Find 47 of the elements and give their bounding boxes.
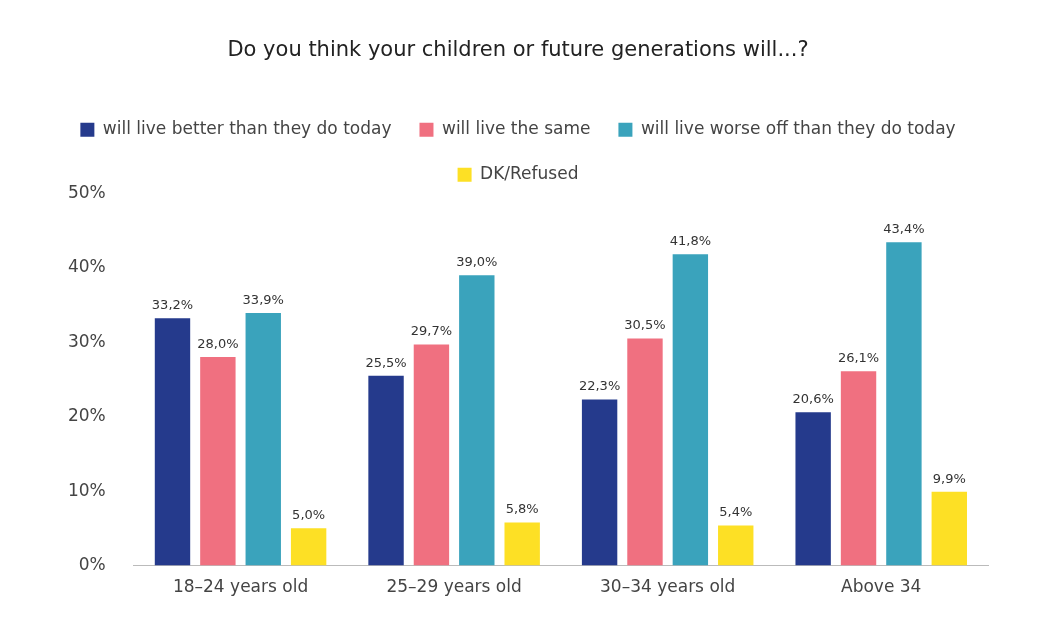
bar [413,344,450,566]
bar [245,313,281,566]
data-label: 39,0% [456,254,498,269]
data-label: 28,0% [197,335,239,351]
legend-label: DK/Refused [480,163,579,184]
y-tick-label: 10% [67,479,106,500]
bar [627,338,663,566]
bar [886,242,922,566]
bar [672,254,709,566]
data-label: 20,6% [792,391,834,407]
x-tick-label: Above 34 [841,576,922,597]
bar [290,528,327,566]
y-tick-label: 20% [67,405,106,426]
data-label: 5,4% [719,504,753,520]
bar [931,491,967,566]
data-label: 25,5% [365,354,407,370]
legend-label: will live better than they do today [102,118,392,139]
legend-label: will live worse off than they do today [640,118,956,139]
bar [368,375,404,566]
y-tick-label: 30% [67,330,106,351]
chart-title: Do you think your children or future generations will...? [227,37,809,62]
bar [581,399,618,566]
data-label: 33,2% [151,297,194,313]
bar [154,318,191,566]
bar [504,522,540,566]
x-tick-label: 30–34 years old [600,576,736,597]
data-label: 9,9% [932,470,966,486]
data-label: 30,5% [624,317,666,333]
data-label: 5,0% [292,507,326,523]
y-tick-label: 40% [67,256,106,277]
x-tick-label: 25–29 years old [386,576,522,597]
y-tick-label: 50% [67,181,106,202]
data-label: 5,8% [505,501,539,517]
bar [840,371,877,566]
x-tick-label: 18–24 years old [172,576,309,597]
data-label: 41,8% [669,233,712,249]
data-label: 33,9% [242,291,284,307]
y-tick-label: 0% [78,554,106,575]
data-label: 43,4% [883,221,925,237]
data-label: 29,7% [410,323,453,339]
legend-label: will live the same [441,118,591,139]
data-label: 26,1% [837,350,880,366]
data-label: 22,3% [578,378,621,394]
bar [795,412,831,566]
bar [459,275,495,566]
bar [718,525,754,566]
bar [200,357,236,566]
